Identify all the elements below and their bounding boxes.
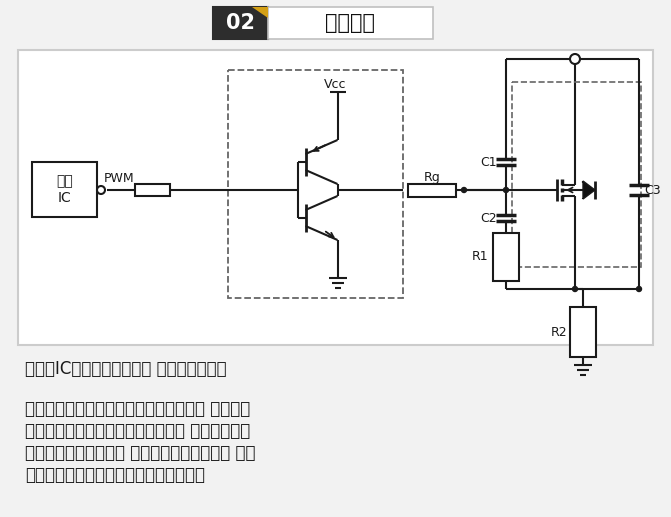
Text: 管能快速开通且避免上升沿的高频振荡。: 管能快速开通且避免上升沿的高频振荡。 bbox=[25, 466, 205, 484]
Text: C1: C1 bbox=[480, 156, 497, 169]
Circle shape bbox=[572, 286, 578, 292]
Text: R1: R1 bbox=[472, 251, 488, 264]
Text: 电源: 电源 bbox=[56, 175, 73, 189]
Text: R2: R2 bbox=[551, 326, 567, 339]
Text: PWM: PWM bbox=[104, 173, 134, 186]
Circle shape bbox=[462, 188, 466, 192]
Bar bbox=[268, 7, 433, 39]
Text: Vcc: Vcc bbox=[324, 78, 347, 90]
Text: 当电源IC驱动能力不足时， 可用推挝驱动。: 当电源IC驱动能力不足时， 可用推挝驱动。 bbox=[25, 360, 227, 378]
Text: IC: IC bbox=[58, 190, 71, 205]
Circle shape bbox=[503, 188, 509, 192]
Text: C3: C3 bbox=[645, 184, 662, 196]
Bar bbox=[570, 307, 596, 357]
Polygon shape bbox=[583, 181, 595, 199]
Bar bbox=[512, 82, 641, 267]
Bar bbox=[408, 184, 456, 196]
Bar bbox=[493, 233, 519, 281]
Text: 这种驱动电路好处是提升电流提供能力， 迅速完成: 这种驱动电路好处是提升电流提供能力， 迅速完成 bbox=[25, 400, 250, 418]
Circle shape bbox=[570, 54, 580, 64]
Text: Rg: Rg bbox=[423, 171, 440, 184]
Bar bbox=[135, 184, 170, 196]
Bar bbox=[213, 7, 268, 39]
Text: 02: 02 bbox=[226, 13, 255, 33]
Circle shape bbox=[97, 186, 105, 194]
Text: 了导通所需要的时间， 但是减少了关断时间， 开关: 了导通所需要的时间， 但是减少了关断时间， 开关 bbox=[25, 444, 256, 462]
Text: 推挝驱动: 推挝驱动 bbox=[325, 13, 376, 33]
Circle shape bbox=[637, 286, 641, 292]
Bar bbox=[32, 162, 97, 217]
Text: C2: C2 bbox=[480, 211, 497, 224]
Bar bbox=[228, 70, 403, 298]
Text: 对于栅极输入电容电荷的充电过程。 这种拓扑增加: 对于栅极输入电容电荷的充电过程。 这种拓扑增加 bbox=[25, 422, 250, 440]
Polygon shape bbox=[252, 7, 268, 18]
Bar bbox=[18, 50, 653, 345]
